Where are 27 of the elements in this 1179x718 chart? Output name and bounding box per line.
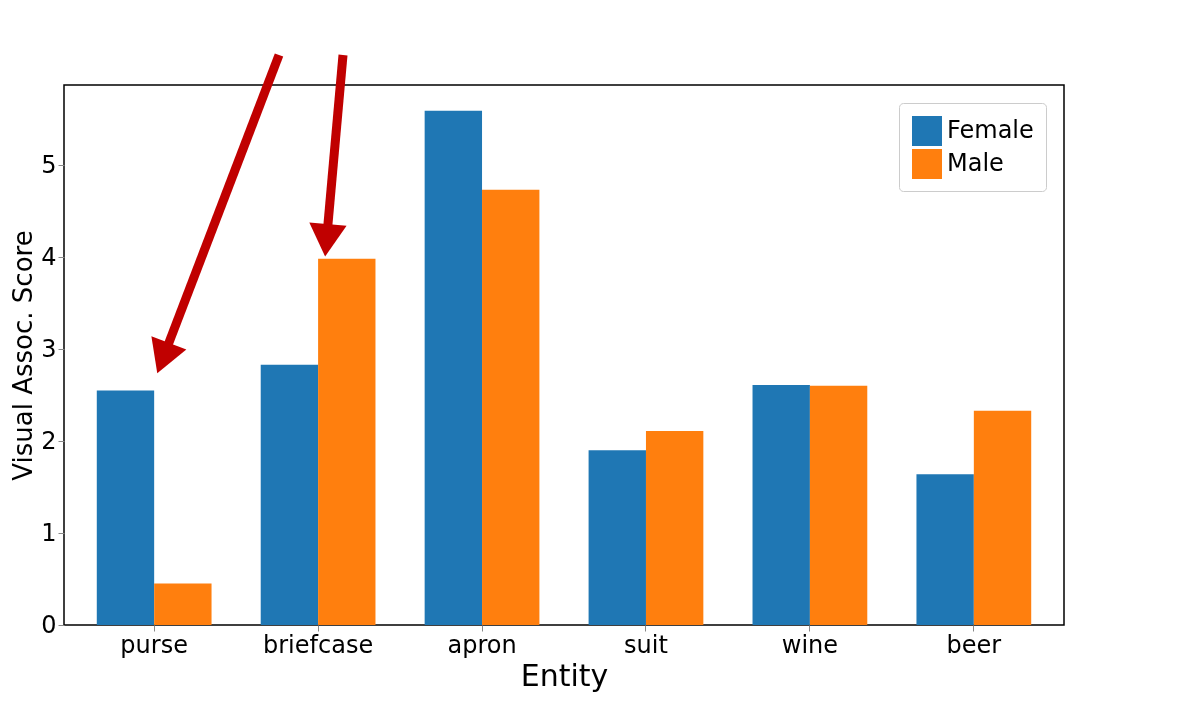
- legend-label: Female: [947, 116, 1034, 144]
- bar: [752, 384, 810, 625]
- x-tick-label: briefcase: [263, 630, 374, 659]
- x-tick-label: beer: [946, 630, 1002, 659]
- y-tick-label: 4: [41, 242, 57, 271]
- y-tick-label: 0: [41, 610, 57, 639]
- bar: [645, 430, 704, 625]
- bar: [588, 450, 646, 625]
- y-tick-label: 2: [41, 426, 57, 455]
- bar: [424, 110, 483, 625]
- legend-label: Male: [947, 149, 1004, 177]
- x-axis-title: Entity: [520, 657, 609, 693]
- x-tick-label: apron: [447, 630, 517, 659]
- bar: [809, 385, 868, 625]
- bar: [482, 189, 540, 625]
- x-tick-label: purse: [120, 630, 188, 659]
- x-tick-label: suit: [624, 630, 668, 659]
- bar: [154, 583, 212, 625]
- bar: [916, 474, 974, 625]
- x-tick-label: wine: [781, 630, 839, 659]
- y-tick-label: 5: [41, 150, 57, 179]
- y-axis-title: Visual Assoc. Score: [8, 230, 39, 481]
- y-tick-label: 3: [41, 334, 57, 363]
- bar: [260, 364, 319, 625]
- bar: [96, 390, 155, 625]
- bar: [973, 410, 1032, 625]
- y-tick-label: 1: [41, 518, 57, 547]
